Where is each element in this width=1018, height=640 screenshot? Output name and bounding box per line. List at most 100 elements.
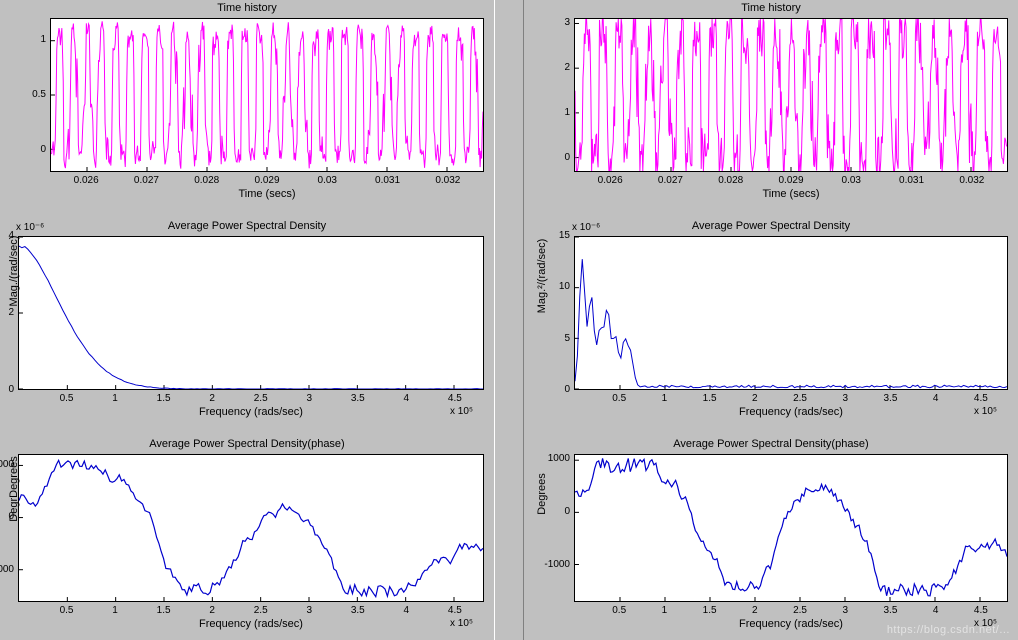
x-tick-label: 2.5: [241, 605, 281, 616]
chart-title: Average Power Spectral Density(phase): [524, 438, 1018, 450]
x-tick-label: 3.5: [338, 393, 378, 404]
x-tick-label: 0.032: [428, 175, 468, 186]
x-tick-label: 0.03: [831, 175, 871, 186]
x-tick-label: 0.031: [368, 175, 408, 186]
right-psd-chart: Average Power Spectral Density0.511.522.…: [524, 218, 1018, 428]
x-tick-label: 3.5: [870, 605, 910, 616]
x-tick-label: 3: [289, 605, 329, 616]
x-tick-label: 0.026: [590, 175, 630, 186]
chart-title: Average Power Spectral Density(phase): [0, 438, 494, 450]
left-psd-chart: Average Power Spectral Density 0.5 1 1.5 2 2.…: [0, 218, 494, 428]
x-tick-label: 0.5: [599, 393, 639, 404]
x-tick-label: 2.5: [780, 393, 820, 404]
x-tick-label: 1: [95, 605, 135, 616]
x-tick-label: 0.03: [307, 175, 347, 186]
x-tick-label: 0.5: [599, 605, 639, 616]
x-tick-label: 0.032: [952, 175, 992, 186]
x-tick-label: 0.029: [771, 175, 811, 186]
x-tick-label: 4: [386, 393, 426, 404]
x-tick-label: 0.028: [711, 175, 751, 186]
x-tick-label: 2.5: [780, 605, 820, 616]
x-axis-label: Time (secs): [50, 188, 484, 200]
panel-divider: [494, 0, 524, 640]
x-tick-label: 4.5: [961, 605, 1001, 616]
right-phase-chart: Average Power Spectral Density(phase) 0.5…: [524, 436, 1018, 640]
x-tick-label: 4: [916, 605, 956, 616]
chart-title: Time history: [0, 2, 494, 14]
y-tick-label: 000: [0, 564, 14, 575]
y-scale-note: x 10⁻⁶: [16, 222, 44, 233]
x-tick-label: 3: [825, 393, 865, 404]
right-panel: Time history 0.026 0.027 0.028 0.029 0.03 0.03…: [524, 0, 1018, 640]
y-tick-label: 3: [564, 17, 570, 28]
x-tick-label: 1.5: [690, 605, 730, 616]
y-tick-label: 0.5: [32, 89, 46, 100]
x-tick-label: 2: [192, 605, 232, 616]
y-tick-label: 1000: [548, 453, 570, 464]
plot-area: [574, 236, 1008, 390]
x-tick-label: 2: [735, 605, 775, 616]
x-axis-label: Frequency (rads/sec): [18, 618, 484, 630]
y-tick-label: 0: [8, 384, 14, 395]
left-panel: Time history 0.026 0.027 0.028 0.029 0.03 0.03…: [0, 0, 494, 640]
x-axis-label: Frequency (rads/sec): [574, 406, 1008, 418]
x-tick-label: 1: [95, 393, 135, 404]
x-tick-label: 4.5: [435, 393, 475, 404]
x-tick-label: 3: [289, 393, 329, 404]
y-tick-label: 1: [40, 34, 46, 45]
y-tick-label: -1000: [544, 559, 570, 570]
x-tick-label: 3: [825, 605, 865, 616]
plot-area: [18, 236, 484, 390]
chart-title: Average Power Spectral Density: [0, 220, 494, 232]
x-tick-label: 0.5: [47, 393, 87, 404]
x-tick-label: 3.5: [870, 393, 910, 404]
x-scale-note: x 10⁵: [450, 618, 473, 629]
y-tick-label: 0: [564, 506, 570, 517]
x-tick-label: 4.5: [961, 393, 1001, 404]
x-tick-label: 2: [735, 393, 775, 404]
x-tick-label: 0.026: [66, 175, 106, 186]
x-tick-label: 4.5: [435, 605, 475, 616]
y-tick-label: 1: [564, 107, 570, 118]
x-tick-label: 1.5: [144, 393, 184, 404]
y-tick-label: 5: [564, 333, 570, 344]
y-tick-label: 15: [559, 230, 570, 241]
plot-area: [574, 454, 1008, 602]
y-axis-label: DegrDegrees: [8, 415, 20, 563]
y-axis-label: Degrees: [536, 420, 548, 568]
x-scale-note: x 10⁵: [450, 406, 473, 417]
left-time-chart: Time history 0.026 0.027 0.028 0.029 0.03 0.03…: [0, 0, 494, 210]
x-scale-note: x 10⁵: [974, 406, 997, 417]
plot-area: [50, 18, 484, 172]
x-tick-label: 0.027: [126, 175, 166, 186]
x-tick-label: 1: [644, 605, 684, 616]
y-tick-label: 10: [559, 281, 570, 292]
y-tick-label: 0: [564, 384, 570, 395]
left-phase-chart: Average Power Spectral Density(phase) 0.5…: [0, 436, 494, 640]
x-tick-label: 0.029: [247, 175, 287, 186]
y-tick-label: 0: [564, 152, 570, 163]
x-tick-label: 4: [386, 605, 426, 616]
x-tick-label: 3.5: [338, 605, 378, 616]
right-time-chart: Time history 0.026 0.027 0.028 0.029 0.03 0.03…: [524, 0, 1018, 210]
x-tick-label: 0.031: [892, 175, 932, 186]
x-tick-label: 0.028: [187, 175, 227, 186]
x-tick-label: 0.5: [47, 605, 87, 616]
x-tick-label: 1.5: [690, 393, 730, 404]
x-axis-label: Frequency (rads/sec): [18, 406, 484, 418]
chart-title: Time history: [524, 2, 1018, 14]
x-tick-label: 2.5: [241, 393, 281, 404]
x-axis-label: Time (secs): [574, 188, 1008, 200]
watermark: https://blog.csdn.net/...: [887, 624, 1010, 636]
plot-area: [574, 18, 1008, 172]
x-tick-label: 2: [192, 393, 232, 404]
y-scale-note: x 10⁻⁶: [572, 222, 600, 233]
x-tick-label: 1: [644, 393, 684, 404]
x-tick-label: 0.027: [650, 175, 690, 186]
x-tick-label: 4: [916, 393, 956, 404]
x-tick-label: 1.5: [144, 605, 184, 616]
y-axis-label: Mag.²/(rad/sec): [536, 199, 548, 353]
y-axis-label: Mag./(rad/sec): [8, 194, 20, 348]
y-tick-label: 0: [40, 144, 46, 155]
plot-area: [18, 454, 484, 602]
